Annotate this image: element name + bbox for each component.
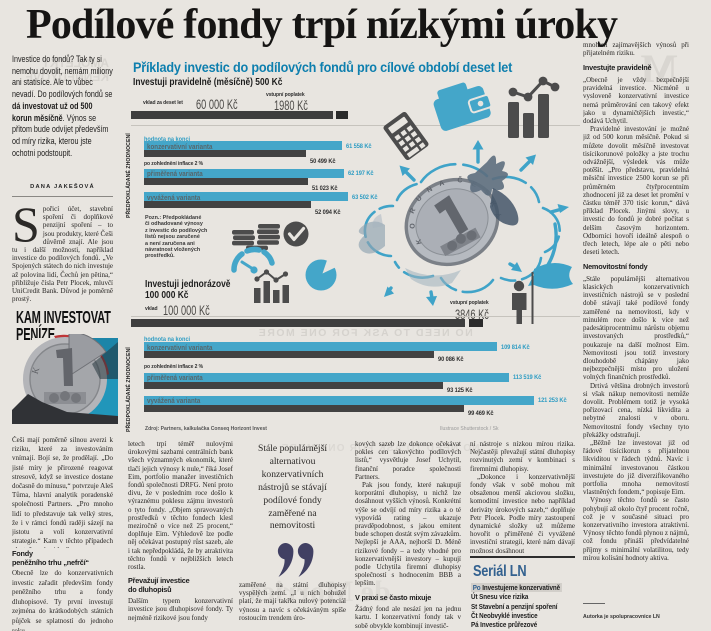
svg-text:N: N (426, 186, 434, 195)
svg-text:A: A (438, 180, 445, 188)
svg-text:K: K (415, 238, 423, 245)
svg-text:R: R (409, 207, 418, 215)
svg-text:Č: Č (457, 175, 463, 184)
svg-text:U: U (415, 195, 424, 204)
svg-text:O: O (409, 222, 417, 229)
svg-text:K: K (30, 365, 42, 375)
